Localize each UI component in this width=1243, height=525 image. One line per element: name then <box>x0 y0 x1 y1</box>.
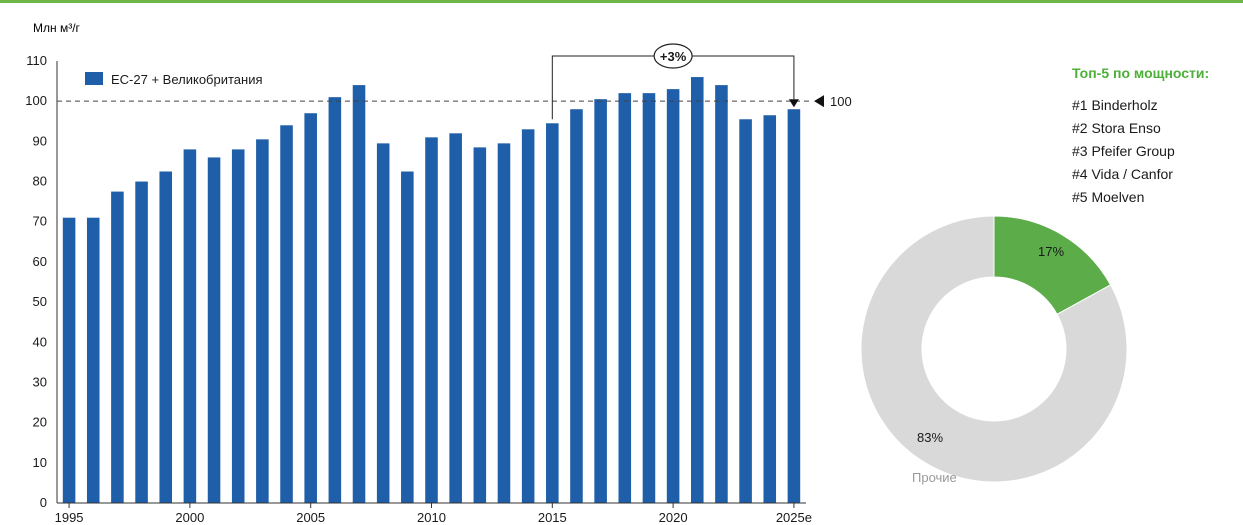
donut-slice-label: 83% <box>917 430 943 445</box>
x-tick-label: 2000 <box>175 510 204 525</box>
bracket-badge <box>653 43 693 69</box>
y-tick-label: 90 <box>33 133 47 148</box>
bar <box>159 171 173 503</box>
y-tick-label: 20 <box>33 415 47 430</box>
bar <box>86 217 100 503</box>
y-tick-label: 60 <box>33 254 47 269</box>
bar <box>546 123 559 504</box>
bracket-arrow-icon <box>788 99 799 108</box>
y-tick-label: 80 <box>33 174 47 189</box>
donut-other-label: Прочие <box>912 470 957 485</box>
top5-title: Топ-5 по мощности: <box>1072 65 1210 81</box>
bar <box>715 85 728 503</box>
bar-series <box>62 77 801 504</box>
top5-item: #3 Pfeifer Group <box>1072 143 1175 159</box>
top5-item: #2 Stora Enso <box>1072 120 1161 136</box>
bar <box>62 217 76 503</box>
legend-label: ЕС-27 + Великобритания <box>111 72 263 87</box>
top5-item: #4 Vida / Canfor <box>1072 166 1173 182</box>
change-bracket: +3% <box>551 43 799 120</box>
y-tick-label: 30 <box>33 374 47 389</box>
donut-slice-label: 17% <box>1038 244 1064 259</box>
reference-arrow-icon <box>814 95 824 108</box>
bar <box>304 113 317 504</box>
x-tick-label: 1995 <box>55 510 84 525</box>
y-tick-label: 50 <box>33 294 47 309</box>
bar <box>135 181 148 503</box>
x-axis: 1995 2000 2005 2010 2015 2020 2025e <box>55 502 812 525</box>
bar <box>618 93 632 504</box>
legend: ЕС-27 + Великобритания <box>85 72 263 87</box>
donut-chart: 17% 83% Прочие <box>860 215 1128 485</box>
bar <box>425 137 438 503</box>
bar <box>231 149 245 503</box>
x-tick-label: 2010 <box>417 510 446 525</box>
y-axis: 0 10 20 30 40 50 60 70 80 90 100 110 <box>25 53 58 510</box>
x-tick-label: 2015 <box>538 510 567 525</box>
x-tick-label: 2005 <box>296 510 325 525</box>
bar <box>666 89 680 504</box>
bar <box>401 171 414 503</box>
top5-item: #5 Moelven <box>1072 189 1145 205</box>
y-tick-label: 0 <box>40 495 47 510</box>
y-tick-label: 10 <box>33 455 47 470</box>
y-tick-label: 40 <box>33 334 47 349</box>
bar <box>570 109 583 503</box>
bar <box>207 157 221 503</box>
bar <box>256 139 269 503</box>
bar <box>739 119 752 503</box>
x-tick-label: 2025e <box>776 510 812 525</box>
bar <box>690 77 704 503</box>
bracket-label: +3% <box>660 49 687 64</box>
y-axis-unit-label: Млн м³/г <box>33 21 81 35</box>
bar <box>449 133 462 503</box>
y-tick-label: 110 <box>26 53 47 68</box>
donut-slice <box>860 215 1128 483</box>
bar <box>328 97 342 503</box>
reference-line: 100 <box>57 94 852 109</box>
bar <box>787 109 801 503</box>
reference-label: 100 <box>830 94 852 109</box>
x-tick-label: 2020 <box>659 510 688 525</box>
y-tick-label: 70 <box>33 214 47 229</box>
bar <box>473 147 487 503</box>
bar <box>521 129 535 504</box>
bar <box>280 125 293 504</box>
top5-list: #1 Binderholz #2 Stora Enso #3 Pfeifer G… <box>1072 94 1175 209</box>
bar <box>376 143 390 503</box>
legend-swatch <box>85 72 103 85</box>
top-accent-line <box>0 0 1243 3</box>
bar <box>642 93 656 504</box>
bar <box>111 191 124 503</box>
y-tick-label: 100 <box>25 93 47 108</box>
bar <box>352 85 366 503</box>
bar <box>763 115 777 503</box>
bar <box>497 143 511 503</box>
bar <box>594 99 607 503</box>
bar <box>183 149 197 503</box>
top5-item: #1 Binderholz <box>1072 97 1158 113</box>
